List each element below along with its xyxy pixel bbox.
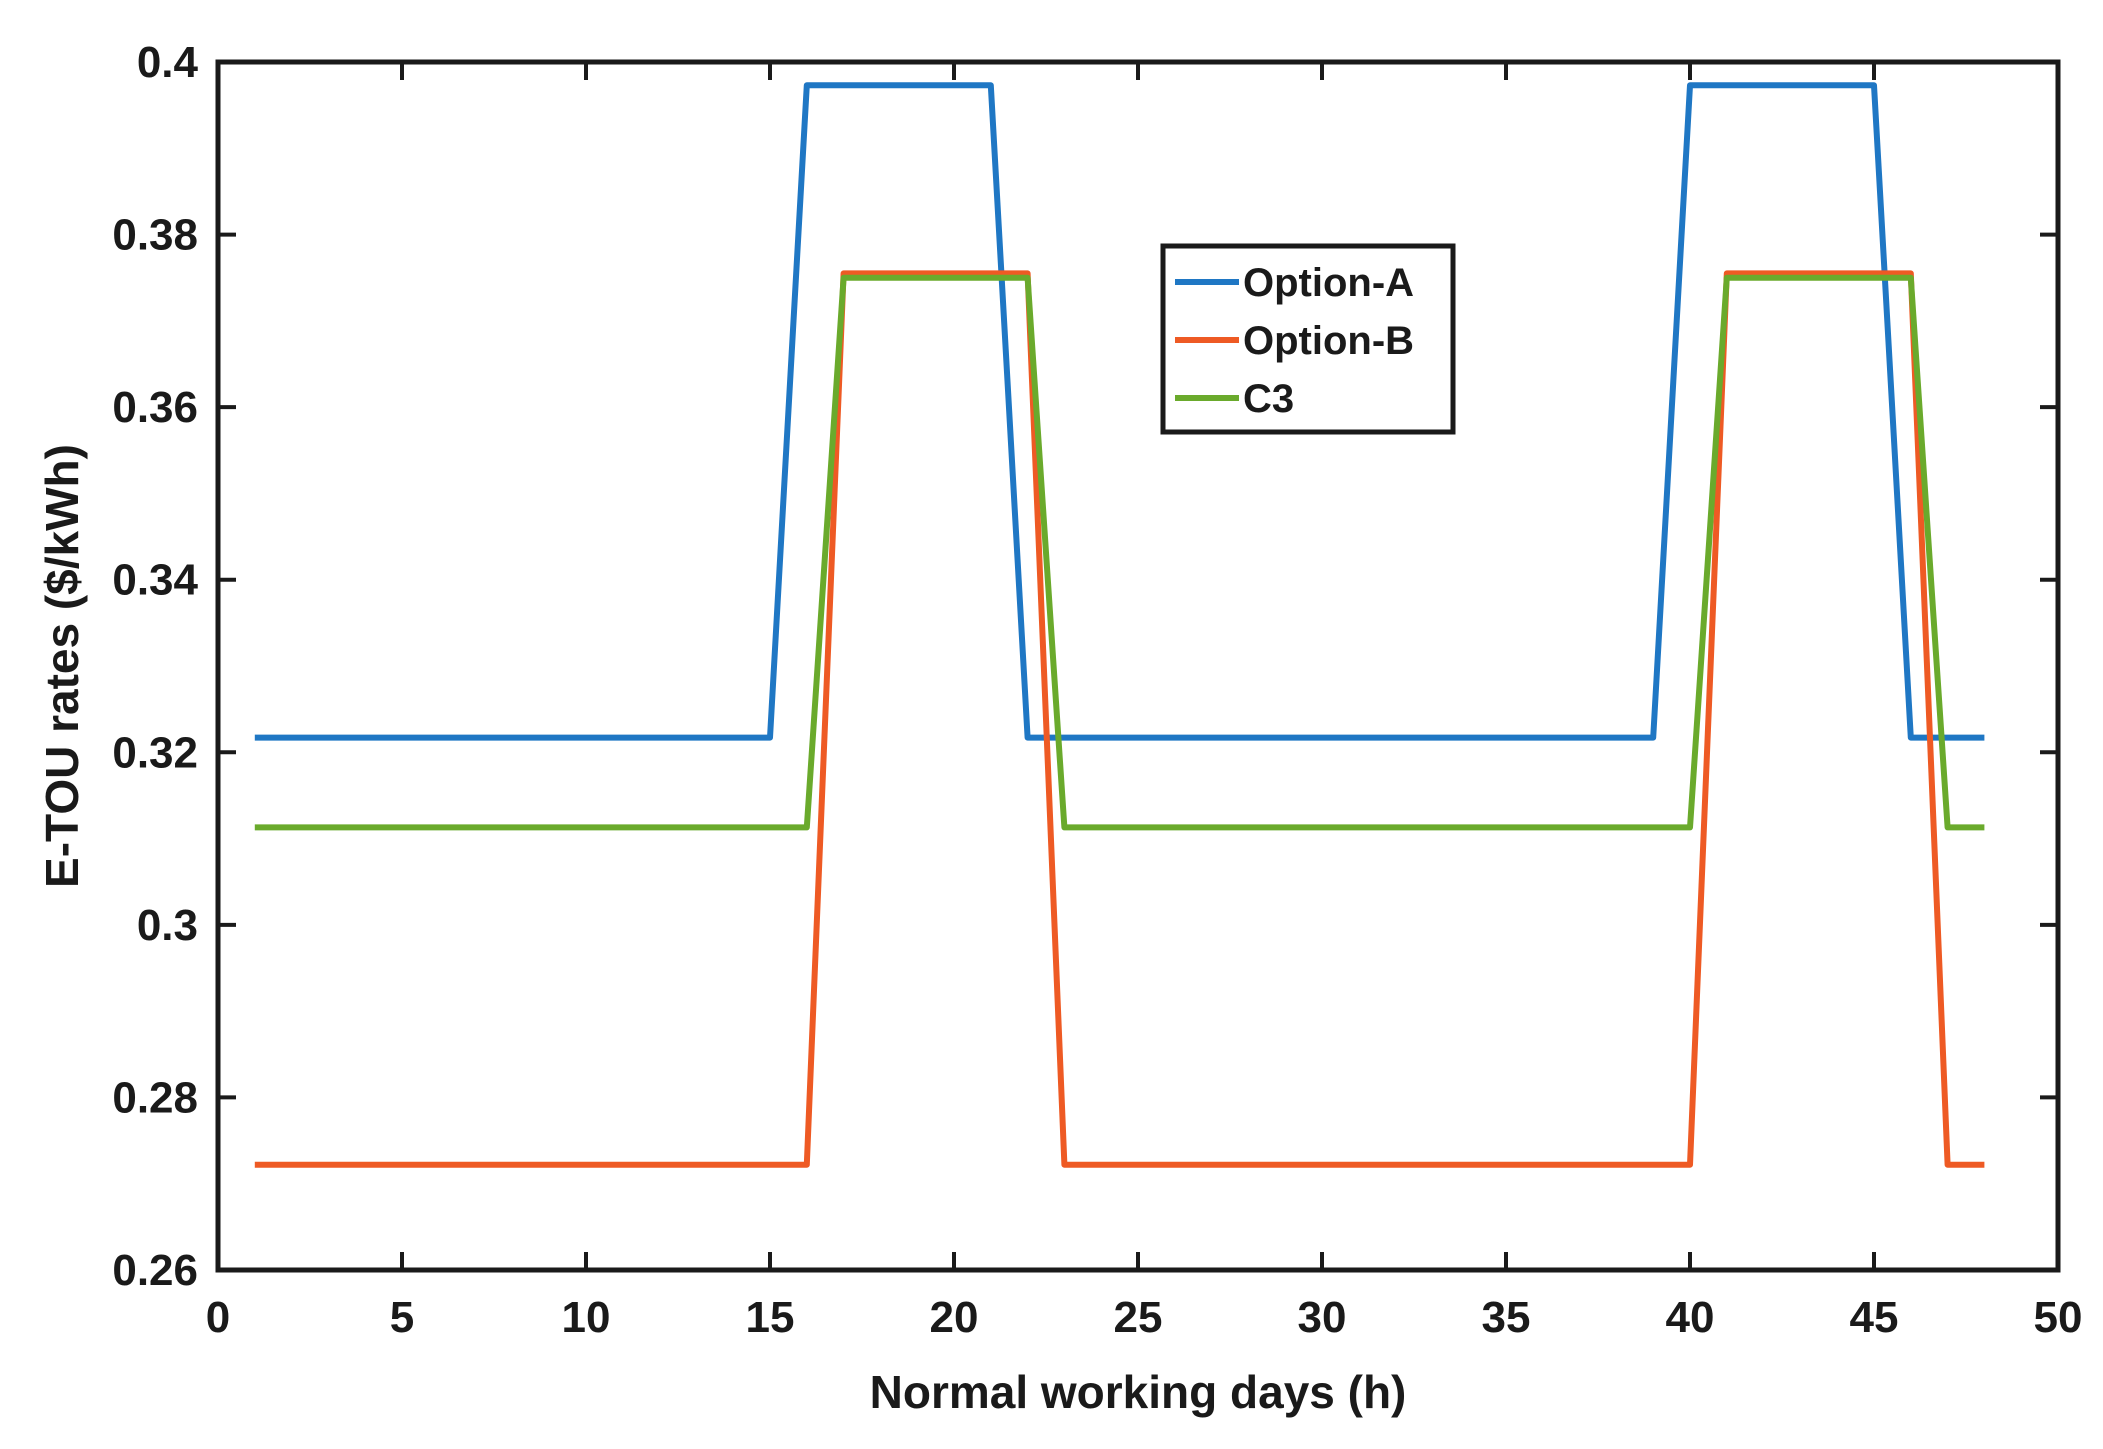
y-tick-label: 0.32 (112, 728, 198, 777)
x-tick-label: 40 (1666, 1293, 1715, 1342)
y-tick-label: 0.3 (137, 901, 198, 950)
y-tick-label: 0.36 (112, 383, 198, 432)
x-tick-label: 35 (1482, 1293, 1531, 1342)
x-tick-label: 0 (206, 1293, 230, 1342)
y-tick-label: 0.34 (112, 556, 198, 605)
x-tick-label: 25 (1114, 1293, 1163, 1342)
legend-label: C3 (1243, 377, 1294, 421)
series-line-option-a (254, 82, 1985, 741)
series-line-option-b (254, 270, 1985, 1168)
x-tick-label: 50 (2034, 1293, 2083, 1342)
x-tick-label: 30 (1298, 1293, 1347, 1342)
x-tick-label: 45 (1850, 1293, 1899, 1342)
y-tick-label: 0.38 (112, 211, 198, 260)
y-axis-label: E-TOU rates ($/kWh) (36, 444, 88, 888)
legend-label: Option-A (1243, 261, 1414, 305)
axes-group: 0 5 10 15 20 25 30 35 40 45 50 0.26 0.28 0.3 0.32 0.34 0… (36, 38, 2082, 1418)
series-group (254, 82, 1985, 1168)
legend: Option-A Option-B C3 (1160, 243, 1456, 435)
y-tick-label: 0.28 (112, 1073, 198, 1122)
y-tick-label: 0.26 (112, 1246, 198, 1295)
x-tick-label: 5 (390, 1293, 414, 1342)
plot-frame (215, 59, 2061, 1273)
legend-label: Option-B (1243, 319, 1414, 363)
y-tick-label: 0.4 (137, 38, 199, 87)
x-tick-label: 10 (562, 1293, 611, 1342)
x-tick-label: 15 (746, 1293, 795, 1342)
series-line-c3 (254, 274, 1985, 831)
x-axis-label: Normal working days (h) (870, 1366, 1407, 1418)
x-tick-label: 20 (930, 1293, 979, 1342)
